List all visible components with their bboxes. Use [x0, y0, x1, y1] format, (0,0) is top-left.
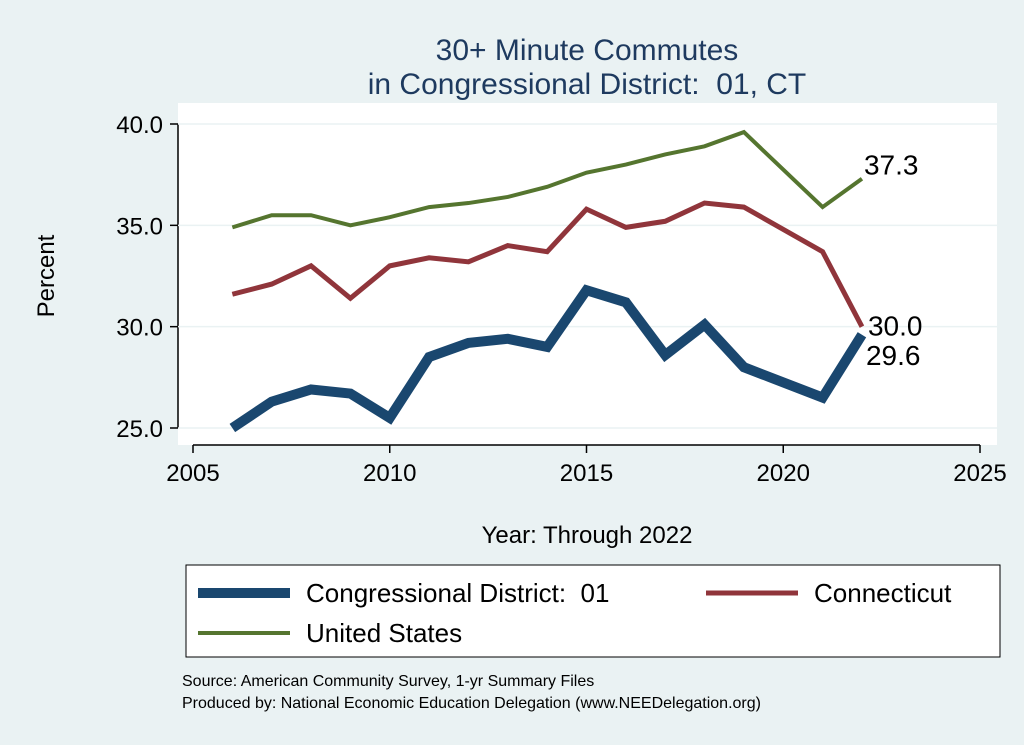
chart-title: 30+ Minute Commutes	[436, 34, 739, 67]
series-line	[229, 284, 867, 433]
value-label: 29.6	[866, 340, 921, 371]
x-axis-title: Year: Through 2022	[482, 522, 693, 549]
source-note: Source: American Community Survey, 1-yr …	[182, 673, 594, 690]
x-tick-label: 2020	[757, 460, 810, 487]
series-line	[231, 200, 865, 328]
chart-title: in Congressional District: 01, CT	[368, 68, 807, 101]
series-line	[231, 129, 864, 230]
y-tick-label: 25.0	[116, 416, 163, 443]
legend-label: Connecticut	[814, 578, 952, 608]
legend-label: United States	[306, 618, 462, 648]
y-tick-label: 30.0	[116, 315, 163, 342]
source-note: Produced by: National Economic Education…	[182, 695, 761, 712]
legend-label: Congressional District: 01	[306, 578, 609, 608]
x-tick-label: 2015	[560, 460, 613, 487]
x-tick-label: 2025	[953, 460, 1006, 487]
y-tick-label: 35.0	[116, 213, 163, 240]
x-tick-label: 2010	[363, 460, 416, 487]
y-axis-title: Percent	[33, 234, 60, 317]
y-tick-label: 40.0	[116, 112, 163, 139]
value-label: 37.3	[864, 150, 919, 181]
legend-box	[185, 564, 1001, 658]
value-label: 30.0	[868, 311, 923, 342]
x-tick-label: 2005	[166, 460, 219, 487]
